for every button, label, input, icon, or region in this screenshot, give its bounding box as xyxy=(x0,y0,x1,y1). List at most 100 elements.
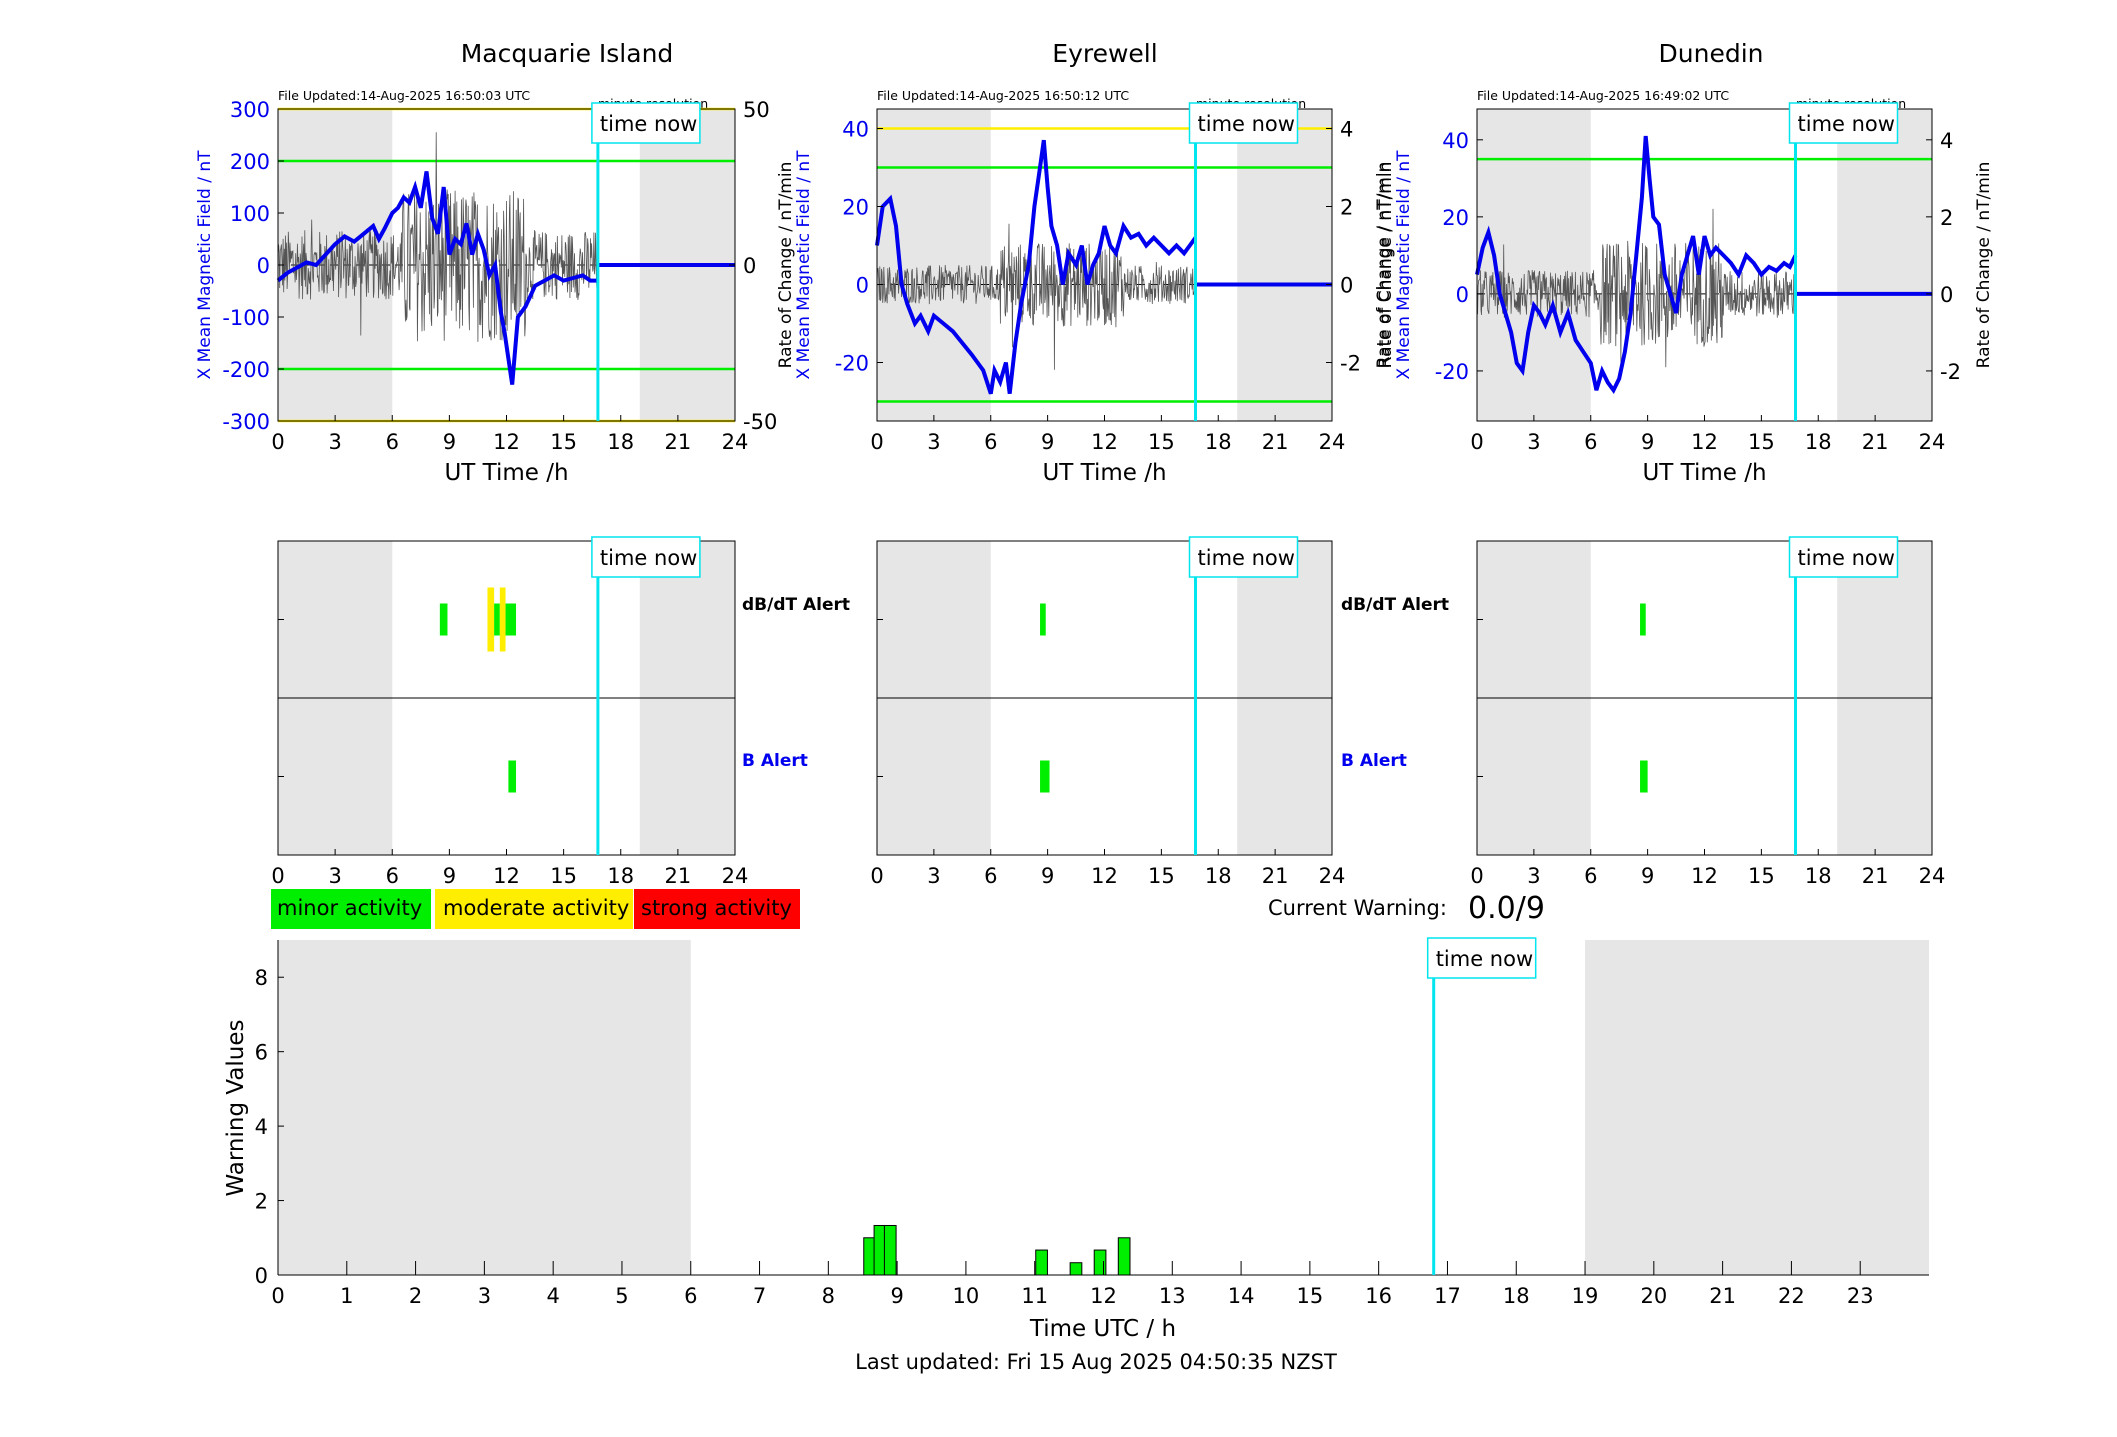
x-tick-label: 3 xyxy=(478,1284,491,1308)
file-updated-text: File Updated:14-Aug-2025 16:50:03 UTC xyxy=(278,88,530,103)
b-alert-label: B Alert xyxy=(1341,751,1407,771)
night-shading xyxy=(1837,109,1932,421)
x-tick-label: 12 xyxy=(493,864,520,888)
x-tick-label: 9 xyxy=(1641,430,1654,454)
x-tick-label: 21 xyxy=(1262,864,1289,888)
time-now-box xyxy=(1188,102,1299,144)
x-tick-label: 14 xyxy=(1228,1284,1255,1308)
time-now-label: time now xyxy=(1198,112,1295,136)
b-alert-label: B Alert xyxy=(742,751,808,771)
x-tick-label: 12 xyxy=(1691,430,1718,454)
x-tick-label: 9 xyxy=(443,430,456,454)
b-alert-bar xyxy=(508,760,517,793)
file-updated-text: File Updated:14-Aug-2025 16:49:02 UTC xyxy=(1477,88,1729,103)
y-tick-label-left: 300 xyxy=(230,98,270,122)
x-tick-label: 18 xyxy=(1503,1284,1530,1308)
y-axis-label-prefix: Rate of Change / nT/min xyxy=(1376,162,1396,369)
legend-moderate-swatch xyxy=(435,889,633,929)
y-tick-label-right: 0 xyxy=(743,254,756,278)
x-tick-label: 0 xyxy=(1470,430,1483,454)
y-tick-label-left: 40 xyxy=(842,118,869,142)
x-tick-label: 3 xyxy=(1527,430,1540,454)
x-tick-label: 6 xyxy=(1584,864,1597,888)
rate-of-change-series xyxy=(1476,208,1796,368)
x-tick-label: 9 xyxy=(1041,430,1054,454)
time-now-box xyxy=(1426,937,1537,979)
x-field-series xyxy=(276,171,598,385)
x-tick-label: 16 xyxy=(1365,1284,1392,1308)
y-tick-label-right: 0 xyxy=(1940,283,1953,307)
dbdt-alert-label: dB/dT Alert xyxy=(742,595,850,615)
y-tick-label-right: -2 xyxy=(1940,360,1961,384)
y-tick-label-left: -200 xyxy=(222,358,270,382)
time-now-box xyxy=(591,102,701,144)
x-tick-label: 19 xyxy=(1572,1284,1599,1308)
y-tick-label-left: 0 xyxy=(1456,283,1469,307)
x-tick-label: 10 xyxy=(953,1284,980,1308)
x-tick-label: 12 xyxy=(1091,864,1118,888)
x-tick-label: 24 xyxy=(722,430,749,454)
y-tick-label-left: -300 xyxy=(222,410,270,434)
b-alert-bar xyxy=(1640,760,1648,793)
warning-chart-xlabel: Time UTC / h xyxy=(1029,1316,1176,1342)
time-now-box xyxy=(1788,536,1899,578)
x-tick-label: 0 xyxy=(271,864,284,888)
warning-chart-ylabel: Warning Values xyxy=(223,1019,249,1196)
y-tick-label-right: -50 xyxy=(743,410,777,434)
x-tick-label: 24 xyxy=(1919,864,1946,888)
x-tick-label: 24 xyxy=(1319,864,1346,888)
dbdt-alert-bar xyxy=(487,587,495,652)
dbdt-alert-bar xyxy=(1640,603,1646,636)
warning-bar xyxy=(1069,1262,1083,1276)
x-tick-label: 8 xyxy=(822,1284,835,1308)
y-tick-label-left: 20 xyxy=(842,196,869,220)
x-tick-label: 15 xyxy=(1148,430,1175,454)
x-tick-label: 6 xyxy=(386,430,399,454)
x-tick-label: 3 xyxy=(328,864,341,888)
x-tick-label: 18 xyxy=(1205,864,1232,888)
station-panel-eyrewell: Eyrewell File Updated:14-Aug-2025 16:50:… xyxy=(776,39,1394,486)
legend-strong-swatch xyxy=(634,889,800,929)
dbdt-alert-bar xyxy=(439,603,448,636)
y-tick-label-left: 0 xyxy=(257,254,270,278)
time-now-box xyxy=(1788,102,1899,144)
y-tick-label-left: 100 xyxy=(230,202,270,226)
file-updated-text: File Updated:14-Aug-2025 16:50:12 UTC xyxy=(877,88,1129,103)
x-tick-label: 15 xyxy=(1748,864,1775,888)
night-shading xyxy=(1585,940,1929,1275)
x-tick-label: 12 xyxy=(1691,864,1718,888)
y-tick-label-left: 20 xyxy=(1442,206,1469,230)
y-tick-label: 6 xyxy=(255,1041,268,1065)
time-now-box xyxy=(1188,536,1299,578)
x-tick-label: 6 xyxy=(684,1284,697,1308)
legend-minor-label: minor activity xyxy=(277,896,422,920)
y-tick-label: 8 xyxy=(255,966,268,990)
last-updated-text: Last updated: Fri 15 Aug 2025 04:50:35 N… xyxy=(855,1350,1337,1374)
y-tick-label-right: 0 xyxy=(1340,274,1353,298)
y-tick-label: 2 xyxy=(255,1190,268,1214)
x-tick-label: 15 xyxy=(1148,864,1175,888)
alert-panel-dunedin: time now 0 3 6 9 12 15 18 21 24 xyxy=(1470,536,1946,888)
x-tick-label: 12 xyxy=(493,430,520,454)
warning-bar xyxy=(1117,1237,1131,1276)
x-tick-label: 2 xyxy=(409,1284,422,1308)
x-tick-label: 21 xyxy=(665,864,692,888)
x-field-series xyxy=(875,139,1198,395)
x-tick-label: 3 xyxy=(927,864,940,888)
rate-of-change-series xyxy=(876,223,1196,370)
station-title: Dunedin xyxy=(1659,39,1764,68)
x-tick-label: 6 xyxy=(1584,430,1597,454)
y-tick-label: 4 xyxy=(255,1115,268,1139)
y-tick-label-left: -20 xyxy=(1435,360,1469,384)
x-tick-label: 1 xyxy=(340,1284,353,1308)
x-tick-label: 12 xyxy=(1091,430,1118,454)
x-tick-label: 9 xyxy=(443,864,456,888)
alert-panel-eyrewell: time now 0 3 6 9 12 15 18 21 24 xyxy=(870,536,1346,888)
x-field-series xyxy=(1475,135,1798,395)
time-now-label: time now xyxy=(1198,546,1295,570)
x-tick-label: 15 xyxy=(550,864,577,888)
x-tick-label: 21 xyxy=(665,430,692,454)
b-alert-bar xyxy=(1040,760,1050,793)
x-tick-label: 24 xyxy=(1319,430,1346,454)
